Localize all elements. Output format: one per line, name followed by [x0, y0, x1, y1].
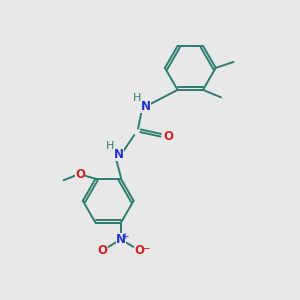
Text: N: N: [140, 100, 151, 113]
Text: O: O: [75, 168, 85, 181]
Text: N: N: [116, 233, 126, 246]
Text: O: O: [98, 244, 107, 257]
Text: +: +: [121, 232, 128, 241]
Text: N: N: [114, 148, 124, 161]
Text: O: O: [163, 130, 173, 143]
Text: H: H: [106, 141, 115, 151]
Text: H: H: [133, 93, 141, 103]
Text: −: −: [142, 244, 150, 254]
Text: O: O: [134, 244, 144, 257]
